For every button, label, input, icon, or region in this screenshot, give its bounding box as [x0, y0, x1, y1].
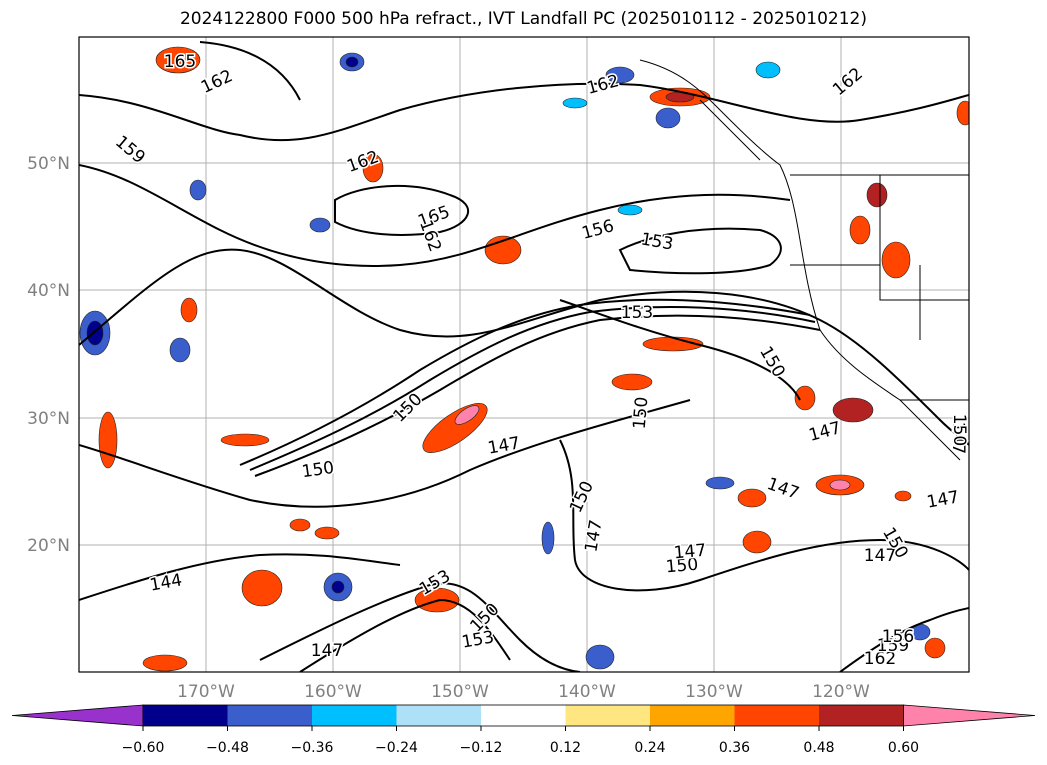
contour-label: 147 — [673, 541, 707, 564]
colorbar-tick-labels: −0.60 −0.48 −0.36 −0.24 −0.12 0.12 0.24 0.36 0.4… — [122, 726, 919, 756]
contour-label: 147 — [864, 546, 896, 566]
contour-label: 150 — [949, 414, 969, 446]
lon-label: 170°W — [177, 682, 235, 702]
colorbar-tick-label: −0.36 — [291, 740, 334, 756]
colorbar-segment — [396, 705, 482, 726]
contour-label: 153 — [460, 627, 495, 652]
contour-label: 156 — [882, 627, 914, 647]
shaded-patches — [79, 46, 969, 672]
contour-label: 165 — [164, 52, 196, 72]
lat-label: 50°N — [27, 154, 70, 174]
lat-label: 30°N — [27, 409, 70, 429]
latitude-labels: 50°N 40°N 30°N 20°N — [27, 154, 70, 556]
plot-area — [79, 37, 969, 672]
lat-label: 40°N — [27, 281, 70, 301]
contour-label: 147 — [948, 422, 968, 454]
colorbar-segment — [227, 705, 313, 726]
contour-label: 153 — [621, 303, 653, 323]
lon-label: 150°W — [431, 682, 489, 702]
contour-label: 147 — [807, 418, 844, 446]
colorbar-segment — [734, 705, 820, 726]
lat-label: 20°N — [27, 536, 70, 556]
contour-label: 159 — [877, 636, 909, 656]
colorbar-segment — [312, 705, 397, 726]
colorbar-segment — [565, 705, 651, 726]
colorbar-outline — [142, 704, 904, 727]
contour-label: 162 — [864, 649, 896, 669]
colorbar-tick-label: 0.36 — [719, 740, 750, 756]
map-title: 2024122800 F000 500 hPa refract., IVT La… — [179, 9, 867, 29]
contour-label: 147 — [311, 641, 343, 661]
colorbar-tick-label: −0.12 — [460, 740, 503, 756]
colorbar-tick-label: 0.24 — [634, 740, 665, 756]
colorbar-tick-label: 0.60 — [888, 740, 919, 756]
colorbar — [11, 704, 1036, 727]
colorbar-extend-low — [11, 704, 144, 727]
contour-label: 150 — [301, 458, 336, 482]
plot-frame — [78, 36, 970, 673]
colorbar-tick-label: 0.12 — [550, 740, 581, 756]
colorbar-segment — [650, 705, 735, 726]
colorbar-tick-label: −0.60 — [122, 740, 165, 756]
colorbar-extend-high — [903, 704, 1036, 727]
colorbar-tick-label: −0.24 — [375, 740, 418, 756]
colorbar-tick-label: 0.48 — [803, 740, 834, 756]
colorbar-segment — [819, 705, 904, 726]
colorbar-segment — [143, 705, 228, 726]
contour-label: 150 — [665, 555, 699, 578]
lon-label: 140°W — [558, 682, 616, 702]
lon-label: 160°W — [304, 682, 362, 702]
coastlines — [639, 59, 969, 461]
lon-label: 130°W — [685, 682, 743, 702]
lon-label: 120°W — [812, 682, 870, 702]
longitude-labels: 170°W 160°W 150°W 140°W 130°W 120°W — [177, 682, 870, 702]
contour-label: 150 — [630, 396, 653, 430]
contour-lines — [79, 41, 969, 672]
colorbar-tick-label: −0.48 — [206, 740, 249, 756]
colorbar-segment — [481, 705, 566, 726]
